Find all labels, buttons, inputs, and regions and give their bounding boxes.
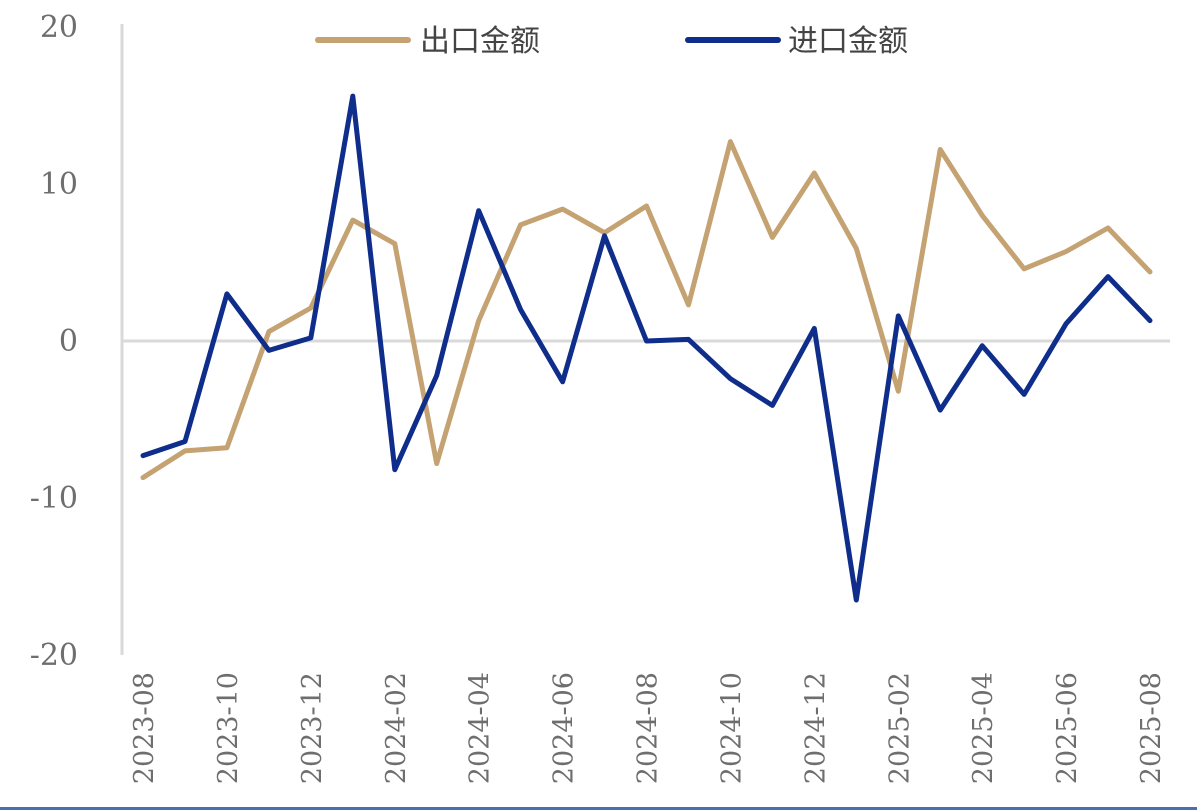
- x-tick-label: 2024-12: [800, 672, 831, 784]
- legend-label: 进口金额: [788, 24, 908, 59]
- x-tick-label: 2024-06: [549, 672, 580, 784]
- x-tick-label: 2024-08: [633, 672, 664, 784]
- legend: 出口金额 进口金额: [315, 24, 908, 59]
- y-tick-label: -10: [30, 481, 78, 516]
- x-tick-label: 2023-10: [213, 672, 244, 784]
- x-tick-label: 2024-04: [465, 672, 496, 784]
- x-tick-label: 2025-08: [1136, 672, 1167, 784]
- legend-label: 出口金额: [420, 24, 540, 59]
- series-line-import: [140, 93, 1153, 603]
- x-tick-label: 2024-10: [716, 672, 747, 784]
- x-tick-label: 2025-04: [968, 672, 999, 784]
- bottom-rule: [0, 807, 1197, 810]
- series-line-export: [140, 139, 1153, 481]
- x-tick-label: 2023-08: [129, 672, 160, 784]
- series-lines: [140, 93, 1153, 603]
- x-tick-label: 2025-06: [1052, 672, 1083, 784]
- y-tick-label: 20: [40, 10, 78, 45]
- x-tick-label: 2024-02: [381, 672, 412, 784]
- y-axis-ticks: 20 10 0 -10 -20: [30, 10, 78, 673]
- x-axis-ticks: 2023-08 2023-10 2023-12 2024-02 2024-04 2024-…: [129, 672, 1167, 784]
- y-tick-label: 0: [59, 324, 78, 359]
- y-tick-label: 10: [40, 167, 78, 202]
- y-tick-label: -20: [30, 638, 78, 673]
- x-tick-label: 2025-02: [884, 672, 915, 784]
- x-tick-label: 2023-12: [297, 672, 328, 784]
